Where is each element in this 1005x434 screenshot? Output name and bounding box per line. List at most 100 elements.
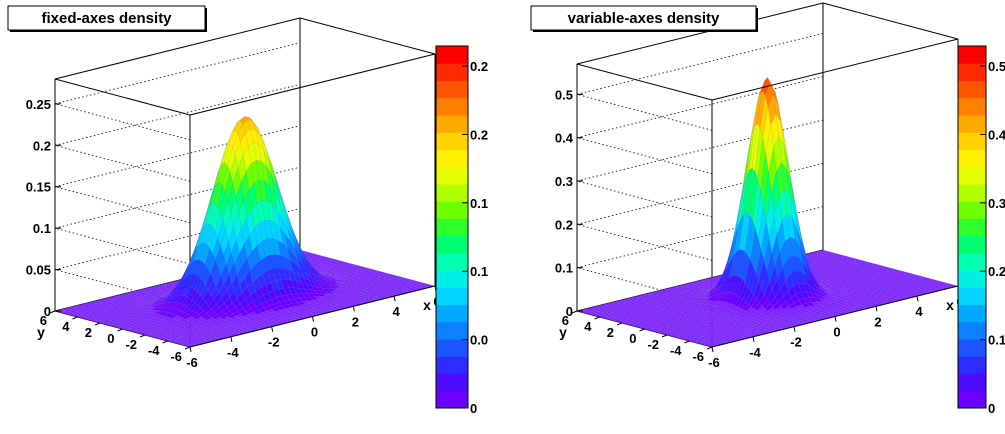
surface-cell (131, 319, 141, 322)
palette-label: 0.0 (470, 333, 488, 348)
x-tick (711, 346, 714, 353)
palette-segment (958, 390, 986, 409)
surface-cell (156, 336, 165, 339)
surface-cell (157, 284, 166, 287)
surface-cell (264, 220, 273, 239)
x-tick-label: -2 (268, 335, 280, 350)
surface-cell (770, 309, 779, 315)
surface-cell (142, 324, 152, 328)
surface-cell (179, 312, 188, 319)
surface-cell (194, 294, 204, 306)
surface-cell (854, 307, 863, 310)
surface-cell (320, 277, 329, 283)
surface-cell (73, 309, 82, 312)
palette-frame (957, 45, 987, 409)
x-tick (189, 346, 192, 353)
y-tick-label: -4 (148, 343, 160, 358)
grid-line (54, 42, 301, 105)
palette-segment (958, 114, 986, 133)
palette-segment (436, 63, 468, 81)
surface-cell (291, 227, 301, 249)
surface-cell (848, 284, 857, 287)
surface-cell (204, 223, 213, 245)
surface-cell (122, 317, 132, 320)
surface-cell (863, 280, 872, 283)
x-tick-label: -4 (227, 345, 239, 360)
palette-label: 0 (988, 401, 995, 416)
surface-cell (668, 297, 677, 300)
surface-cell (332, 278, 341, 280)
surface-cell (873, 291, 882, 294)
surface-cell (199, 340, 208, 343)
y-tick-label: 6 (562, 313, 569, 328)
surface-cell (722, 327, 731, 330)
y-tick-label: -6 (170, 349, 182, 364)
surface-cell (794, 209, 803, 246)
palette-segment (958, 235, 986, 254)
x-tick-label: 4 (915, 304, 923, 319)
surface-cell (716, 315, 726, 318)
surface-cell (336, 303, 346, 306)
surface-cell (340, 264, 349, 267)
z-tick-label: 0.05 (26, 263, 51, 278)
palette-label: 0.1 (470, 196, 488, 211)
surface-cell (243, 319, 253, 323)
surface-cell (242, 304, 252, 312)
surface-cell (396, 276, 405, 280)
surface-cell (215, 245, 224, 269)
surface-cell (859, 287, 868, 290)
surface-cell (746, 313, 755, 318)
surface-cell (389, 282, 398, 286)
palette-segment (958, 304, 986, 323)
palette-segment (958, 97, 986, 116)
surface-cell (71, 311, 80, 314)
surface-cell (839, 294, 848, 298)
surface-cell (725, 320, 735, 323)
surface-cell (317, 258, 326, 261)
y-tick-label: -2 (647, 337, 659, 352)
grid-line (54, 103, 191, 141)
palette-segment (958, 287, 986, 306)
surface-cell (144, 333, 154, 336)
surface-cell (153, 325, 163, 328)
palette-segment (958, 252, 986, 271)
surface-cell (821, 301, 831, 304)
surface-cell (788, 167, 798, 215)
surface-cell (86, 304, 95, 308)
y-tick (162, 340, 168, 344)
surface-cell (261, 160, 270, 186)
surface-cell (691, 311, 701, 314)
surface-cell (220, 264, 230, 285)
surface-cell (872, 288, 881, 291)
surface-cell (147, 292, 156, 295)
surface-cell (376, 290, 386, 293)
x-tick (793, 326, 796, 332)
y-tick (94, 322, 101, 326)
z-tick-label: 0.5 (555, 87, 573, 102)
surface-cell (818, 286, 827, 294)
frame-edge (54, 17, 301, 80)
grid-line (54, 186, 191, 224)
surface-cell (372, 294, 382, 297)
palette-label: 0.1 (470, 264, 488, 279)
surface-cell (187, 317, 197, 322)
palette-segment (436, 356, 468, 375)
surface-cell (387, 290, 396, 293)
palette-segment (436, 97, 468, 116)
surface-cell (167, 339, 176, 342)
surface-cell (863, 293, 872, 296)
palette-segment (958, 80, 986, 99)
surface-cell (309, 264, 319, 275)
palette-segment (436, 321, 468, 340)
surface-cell (133, 316, 143, 320)
surface-cell (321, 309, 331, 313)
surface-cell (194, 338, 203, 342)
y-tick (706, 346, 713, 350)
x-tick-label: 0 (833, 325, 840, 340)
surface-cell (119, 316, 129, 319)
surface-cell (175, 341, 184, 345)
surface-cell (325, 279, 334, 284)
surface-cell (127, 312, 136, 316)
x-tick (875, 306, 878, 312)
